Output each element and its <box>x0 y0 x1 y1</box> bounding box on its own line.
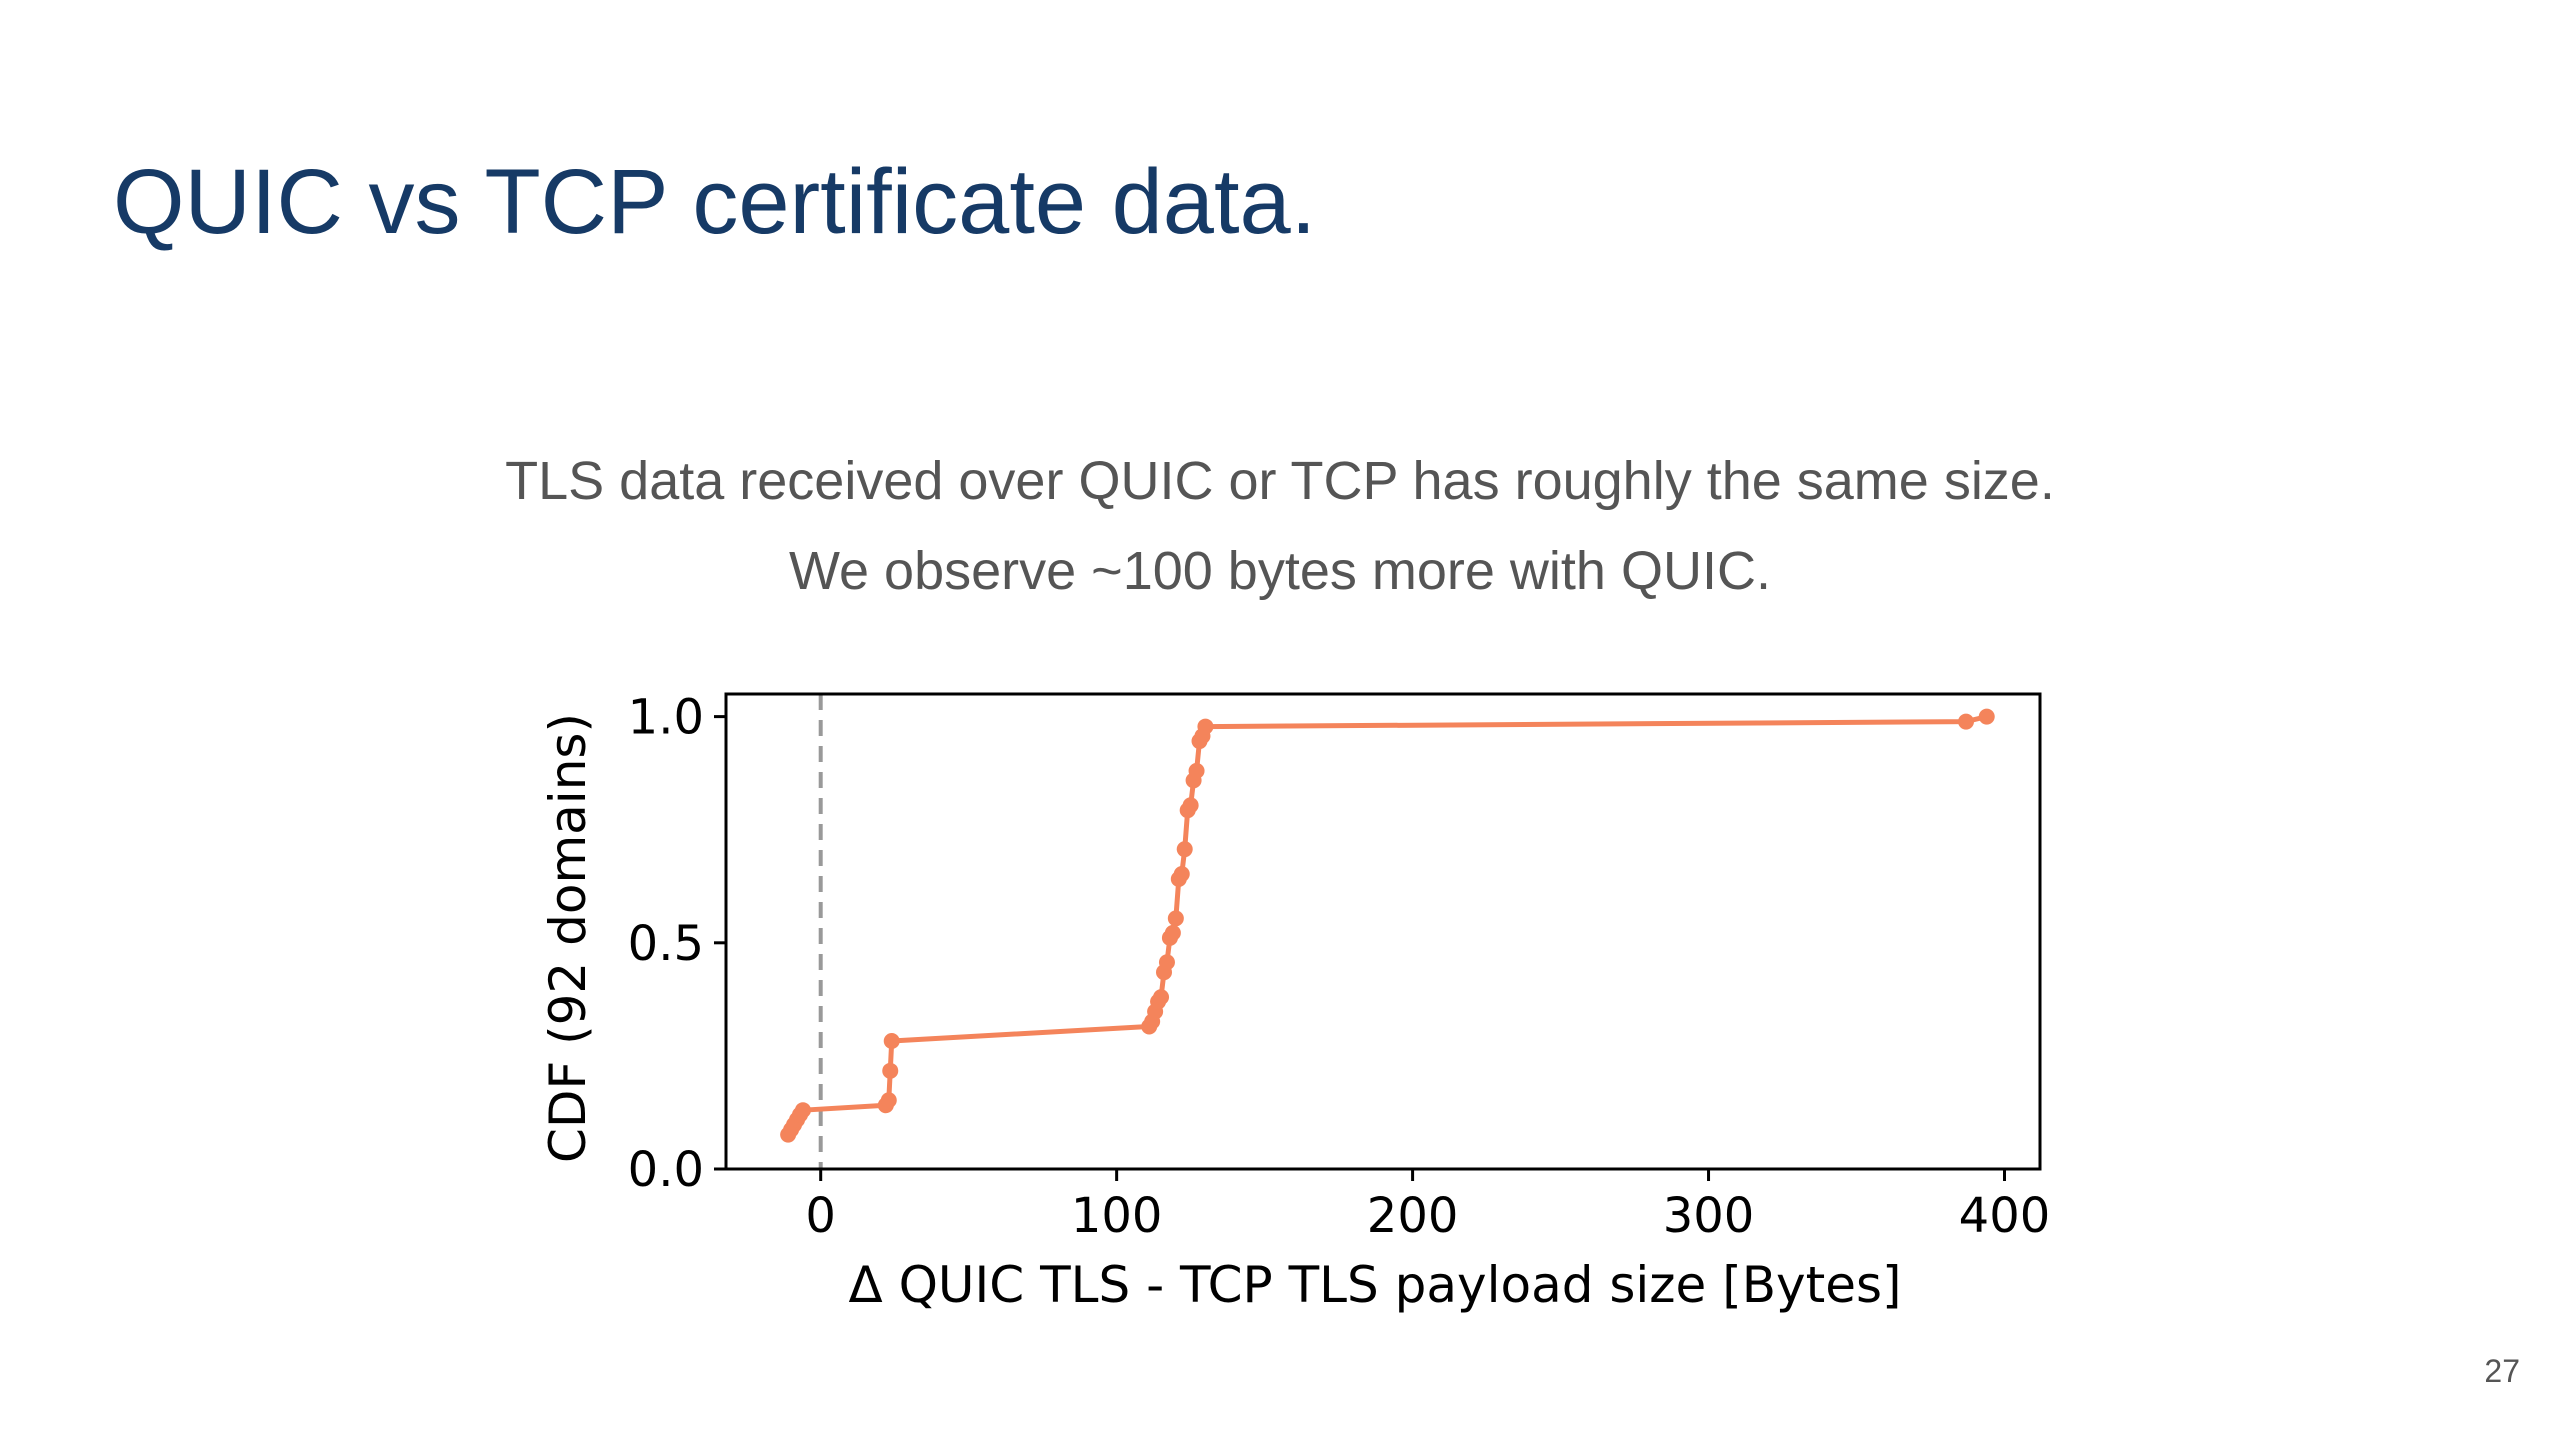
subtitle-line-2: We observe ~100 bytes more with QUIC. <box>789 541 1771 601</box>
data-point <box>883 1032 900 1049</box>
data-point <box>1167 910 1184 927</box>
data-point <box>1173 866 1190 883</box>
y-tick-label: 0.5 <box>628 916 704 972</box>
x-tick-label: 200 <box>1367 1188 1459 1244</box>
series-line <box>785 714 1988 1136</box>
series-layer <box>780 708 1995 1143</box>
plot-frame <box>724 692 2042 1171</box>
x-tick-label: 100 <box>1071 1188 1163 1244</box>
data-point <box>880 1092 897 1109</box>
y-axis-label: CDF (92 domains) <box>539 713 597 1163</box>
data-point <box>1176 841 1193 858</box>
data-point <box>882 1062 899 1079</box>
x-tick-label: 0 <box>805 1188 836 1244</box>
data-point <box>1153 989 1170 1006</box>
data-point <box>1978 708 1995 725</box>
data-point <box>1197 718 1214 735</box>
x-tick-label: 400 <box>1959 1188 2051 1244</box>
data-point <box>1182 797 1199 814</box>
y-tick-label: 1.0 <box>628 690 704 746</box>
data-point <box>1158 954 1175 971</box>
data-point <box>1164 924 1181 941</box>
x-tick-label: 300 <box>1663 1188 1755 1244</box>
y-tick-label: 0.0 <box>628 1142 704 1198</box>
x-axis-label: Δ QUIC TLS - TCP TLS payload size [Bytes… <box>848 1256 1901 1314</box>
axes-layer: 0 100 200 300 400 0.0 0.5 1.0 <box>628 690 2051 1244</box>
subtitle-line-1: TLS data received over QUIC or TCP has r… <box>505 451 2055 511</box>
page-number: 27 <box>2484 1353 2520 1389</box>
data-point <box>1958 713 1975 730</box>
slide-title: QUIC vs TCP certificate data. <box>113 151 1317 253</box>
data-point <box>1188 762 1205 779</box>
data-point <box>794 1102 811 1119</box>
